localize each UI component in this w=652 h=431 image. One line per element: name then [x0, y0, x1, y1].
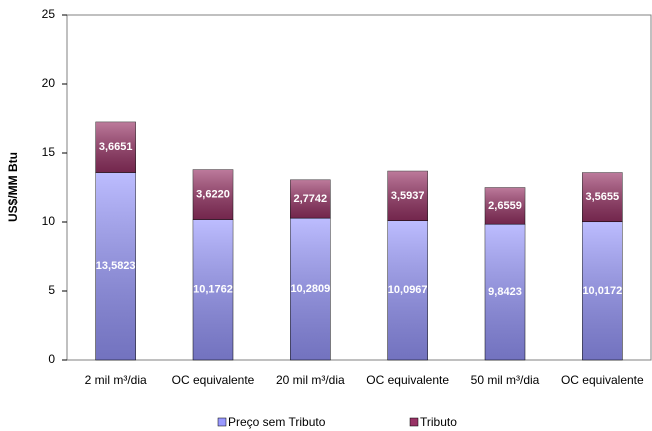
value-label: 2,6559: [488, 200, 522, 212]
bar-shade: [95, 121, 136, 173]
value-label: 13,5823: [96, 260, 136, 272]
value-label: 2,7742: [294, 193, 328, 205]
x-tick-label: 20 mil m³/dia: [276, 373, 345, 387]
legend-label: Preço sem Tributo: [228, 415, 326, 429]
y-tick-label: 25: [42, 7, 56, 21]
legend-swatch: [217, 417, 227, 427]
bar-shade: [290, 179, 331, 219]
bar-shade: [193, 219, 233, 360]
bar-shade: [485, 224, 525, 360]
y-tick-label: 10: [42, 214, 56, 228]
value-label: 10,2809: [290, 283, 330, 295]
value-label: 3,6651: [99, 141, 133, 153]
value-label: 10,0172: [582, 285, 622, 297]
x-tick-label: OC equivalente: [172, 373, 255, 387]
value-label: 9,8423: [488, 286, 522, 298]
y-axis-label: US$/MM Btu: [6, 152, 20, 222]
value-label: 10,0967: [388, 284, 428, 296]
legend-label: Tributo: [420, 415, 457, 429]
bar-shade: [95, 172, 136, 360]
value-label: 3,6220: [196, 188, 230, 200]
bar-shade: [387, 171, 428, 221]
bar-shade: [582, 221, 623, 360]
y-tick-label: 15: [42, 145, 56, 159]
value-label: 3,5655: [586, 191, 620, 203]
bar-shade: [582, 172, 623, 222]
value-label: 3,5937: [391, 190, 425, 202]
y-tick-label: 5: [48, 283, 55, 297]
bar-shade: [387, 220, 428, 360]
legend-swatch: [409, 417, 419, 427]
bar-shade: [485, 187, 525, 225]
value-label: 10,1762: [193, 284, 233, 296]
bar-shade: [290, 218, 331, 360]
bar-shade: [193, 169, 233, 220]
x-tick-label: 2 mil m³/dia: [85, 373, 147, 387]
x-tick-label: 50 mil m³/dia: [471, 373, 540, 387]
plot-area: [66, 14, 652, 361]
x-tick-label: OC equivalente: [561, 373, 644, 387]
y-tick-label: 0: [48, 352, 55, 366]
y-tick-label: 20: [42, 76, 56, 90]
x-tick-label: OC equivalente: [366, 373, 449, 387]
